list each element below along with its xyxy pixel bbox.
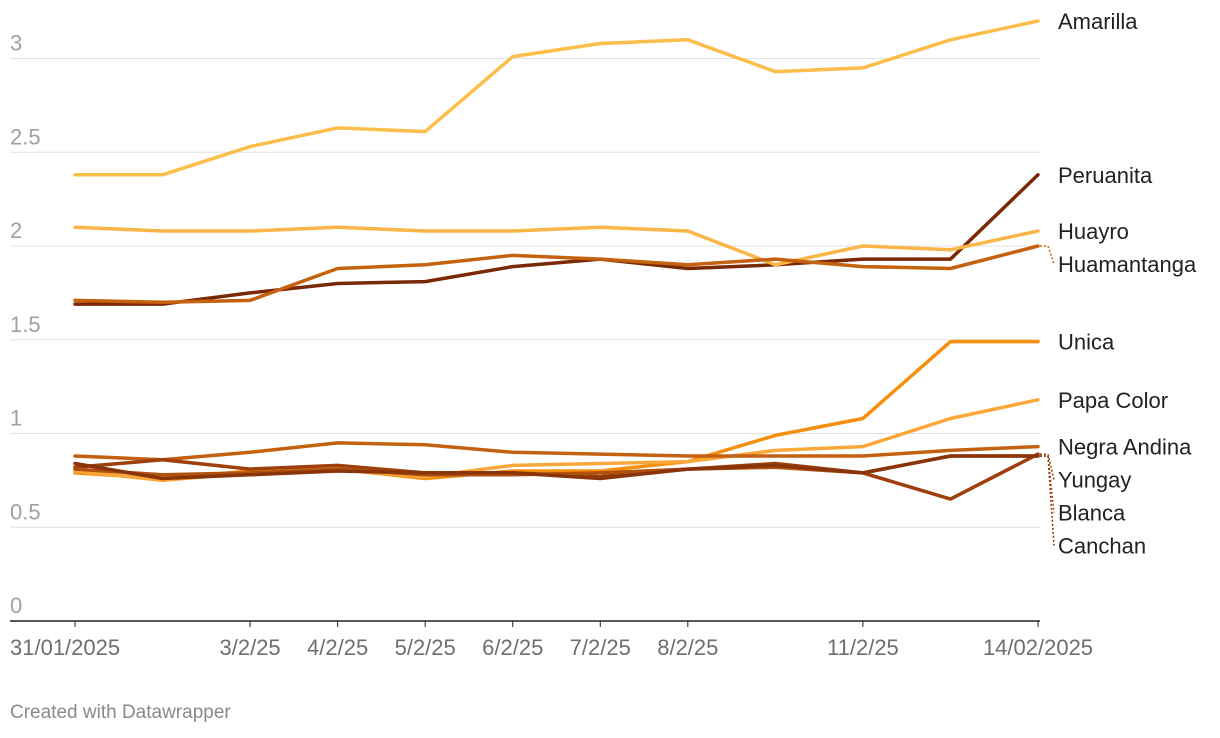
- y-tick-label: 2: [10, 218, 22, 243]
- grid-lines: [10, 58, 1040, 528]
- series-label-huayro: Huayro: [1058, 219, 1129, 244]
- series-line-peruanita: [73, 173, 1040, 306]
- x-tick-label: 4/2/25: [307, 635, 368, 660]
- y-tick-label: 2.5: [10, 124, 41, 149]
- x-tick-label: 14/02/2025: [983, 635, 1093, 660]
- x-tick-label: 3/2/25: [220, 635, 281, 660]
- x-tick-label: 11/2/25: [827, 635, 899, 660]
- y-tick-label: 0: [10, 593, 22, 618]
- x-axis: 31/01/2025 3/2/25 4/2/25 5/2/25 6/2/25 7/2/25…: [10, 620, 1093, 660]
- series-label-huamantanga: Huamantanga: [1058, 252, 1197, 277]
- series-label-canchan: Canchan: [1058, 534, 1146, 559]
- y-tick-label: 0.5: [10, 499, 41, 524]
- series-line-canchan: [73, 454, 1040, 481]
- series-label-amarilla: Amarilla: [1058, 9, 1138, 34]
- series-labels: Amarilla Peruanita Huayro Huamantanga Unica P…: [1058, 9, 1197, 559]
- x-tick-label: 31/01/2025: [10, 635, 120, 660]
- label-connector: [1040, 245, 1055, 265]
- series-line-negra-andina: [73, 441, 1040, 462]
- series-label-negra-andina: Negra Andina: [1058, 435, 1192, 460]
- series-line-unica: [73, 339, 1040, 481]
- series-label-blanca: Blanca: [1058, 501, 1126, 526]
- series-lines: [73, 19, 1040, 501]
- series-label-unica: Unica: [1058, 330, 1115, 355]
- series-label-papa-color: Papa Color: [1058, 388, 1168, 413]
- x-tick-label: 8/2/25: [657, 635, 718, 660]
- y-tick-label: 1: [10, 406, 22, 431]
- series-label-peruanita: Peruanita: [1058, 163, 1153, 188]
- y-tick-label: 1.5: [10, 312, 41, 337]
- series-line-amarilla: [73, 19, 1040, 177]
- series-line-huamantanga: [73, 244, 1040, 305]
- series-line-huayro: [73, 225, 1040, 267]
- y-axis-ticks: 0 0.5 1 1.5 2 2.5 3: [10, 31, 41, 619]
- label-connector: [1040, 455, 1055, 546]
- x-tick-label: 6/2/25: [482, 635, 543, 660]
- series-label-yungay: Yungay: [1058, 468, 1131, 493]
- label-connector: [1040, 453, 1055, 480]
- y-tick-label: 3: [10, 31, 22, 56]
- x-tick-label: 7/2/25: [570, 635, 631, 660]
- credit-text: Created with Datawrapper: [10, 702, 231, 723]
- x-tick-label: 5/2/25: [395, 635, 456, 660]
- label-connectors: [1040, 245, 1055, 546]
